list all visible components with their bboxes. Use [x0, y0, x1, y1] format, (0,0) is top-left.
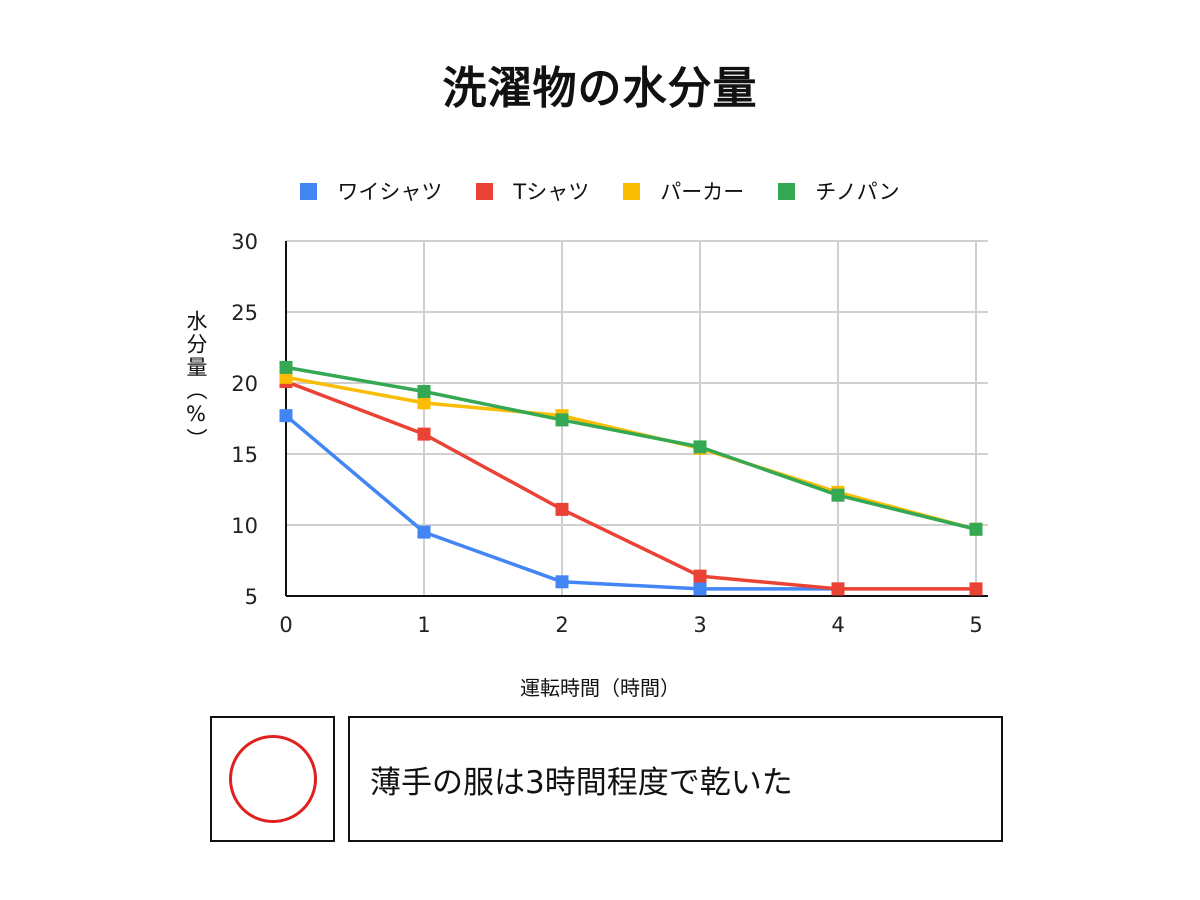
legend-label: ワイシャツ [337, 180, 443, 204]
data-point [555, 575, 569, 589]
legend-swatch [623, 182, 641, 200]
data-point [417, 385, 431, 399]
y-tick-label: 5 [245, 585, 258, 609]
data-point [831, 488, 845, 502]
y-tick-label: 10 [231, 514, 258, 538]
y-axis-label: 水分量（%） [184, 310, 208, 451]
x-tick-label: 0 [279, 613, 292, 637]
data-point [279, 360, 293, 374]
x-tick-label: 3 [693, 613, 706, 637]
series-line [285, 365, 977, 531]
data-point [555, 413, 569, 427]
data-point [831, 582, 845, 596]
x-tick-label: 4 [831, 613, 844, 637]
note-text: 薄手の服は3時間程度で乾いた [370, 764, 793, 801]
data-point [693, 582, 707, 596]
note-box: 薄手の服は3時間程度で乾いた [348, 716, 1003, 842]
series-line [285, 379, 976, 591]
y-tick-label: 20 [231, 372, 258, 396]
y-tick-label: 15 [231, 443, 258, 467]
legend-label: Tシャツ [513, 180, 590, 204]
circle-mark-icon [228, 735, 317, 823]
chart-title: 洗濯物の水分量 [442, 63, 758, 114]
data-point [417, 396, 431, 410]
legend-item: ワイシャツ [300, 176, 442, 206]
symbol-box [210, 716, 335, 842]
legend-item: パーカー [623, 176, 744, 206]
data-point [969, 582, 983, 596]
data-point [969, 522, 983, 536]
x-tick-label: 5 [969, 613, 982, 637]
x-tick-label: 2 [555, 613, 568, 637]
legend-swatch [778, 182, 796, 200]
data-point [279, 370, 293, 384]
data-point [693, 440, 707, 454]
data-point [279, 409, 293, 423]
x-tick-label: 1 [417, 613, 430, 637]
legend-swatch [300, 182, 318, 200]
data-point [693, 569, 707, 583]
y-tick-label: 25 [231, 301, 258, 325]
legend-label: パーカー [660, 180, 745, 204]
data-point [417, 525, 431, 539]
data-point [417, 427, 431, 441]
y-tick-label: 30 [231, 230, 258, 254]
x-axis-label: 運転時間（時間） [520, 676, 680, 700]
legend-swatch [476, 182, 494, 200]
data-point [555, 502, 569, 516]
legend-item: チノパン [778, 176, 900, 206]
legend-label: チノパン [815, 180, 900, 204]
legend-item: Tシャツ [476, 176, 589, 206]
chart-legend: ワイシャツ Tシャツ パーカー チノパン [0, 176, 1200, 206]
